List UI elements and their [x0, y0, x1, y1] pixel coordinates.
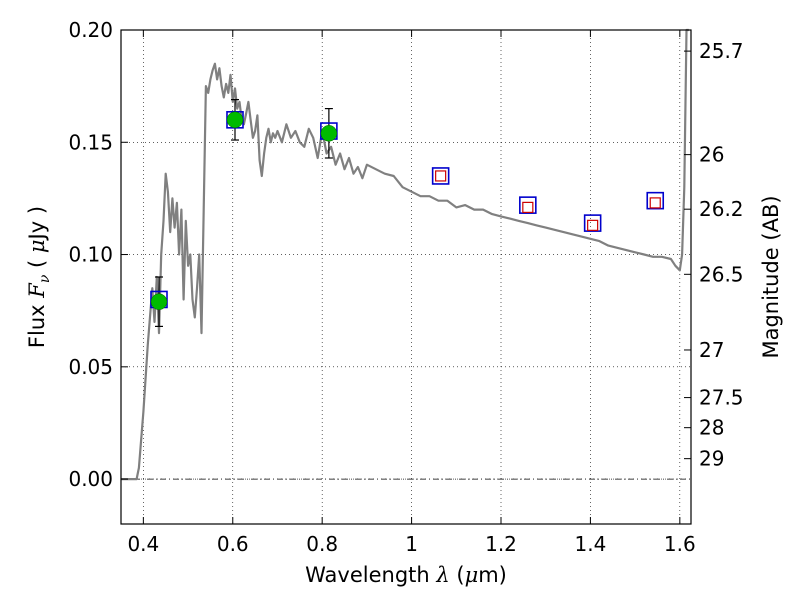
right-axis-label: Magnitude (AB)	[759, 195, 783, 358]
model-spectrum-line	[121, 28, 689, 481]
model-photometry-square	[519, 196, 537, 214]
x-tick-label: 1.2	[485, 532, 517, 556]
model-spectrum	[121, 28, 689, 481]
y-tick-label: 0.05	[68, 355, 113, 379]
x-axis-label: Wavelength λ (μm)	[305, 563, 507, 587]
axis-ticks: 0.4 0.6 0.8 1 1.2 1.4 1.6 0.00 0.05 0.10 0.15 0.20 2…	[68, 18, 743, 556]
y-tick-label: 0.15	[68, 130, 113, 154]
x-tick-label: 1	[405, 532, 418, 556]
right-tick-label: 26.5	[699, 262, 744, 286]
x-tick-label: 1.4	[575, 532, 607, 556]
y-tick-label: 0.10	[68, 243, 113, 267]
right-tick-label: 28	[699, 416, 724, 440]
model-photometry-square	[646, 191, 665, 210]
predicted-flux-square	[435, 170, 447, 182]
data-points	[150, 99, 665, 327]
right-tick-label: 29	[699, 447, 724, 471]
model-photometry-square	[431, 167, 450, 185]
y-axis-label: Flux Fν ( μJy )	[25, 206, 53, 348]
right-tick-label: 27.5	[699, 386, 744, 410]
x-tick-label: 0.4	[127, 532, 159, 556]
predicted-flux-square	[587, 219, 599, 231]
x-tick-label: 0.6	[217, 532, 249, 556]
right-tick-label: 27	[699, 338, 724, 362]
x-tick-label: 1.6	[664, 532, 696, 556]
predicted-flux-square	[522, 201, 534, 213]
right-tick-label: 26	[699, 143, 724, 167]
observed-flux-point	[320, 125, 338, 142]
y-tick-label: 0.00	[68, 467, 113, 491]
y-tick-label: 0.20	[68, 18, 113, 42]
x-tick-label: 0.8	[306, 532, 338, 556]
observed-flux-point	[226, 111, 244, 129]
right-tick-label: 25.7	[699, 39, 744, 63]
plot-background	[121, 30, 691, 524]
right-tick-label: 26.2	[699, 197, 744, 221]
model-photometry-square	[583, 214, 602, 232]
plot-frame	[120, 29, 692, 525]
observed-flux-point	[150, 293, 168, 310]
predicted-flux-square	[649, 197, 661, 209]
